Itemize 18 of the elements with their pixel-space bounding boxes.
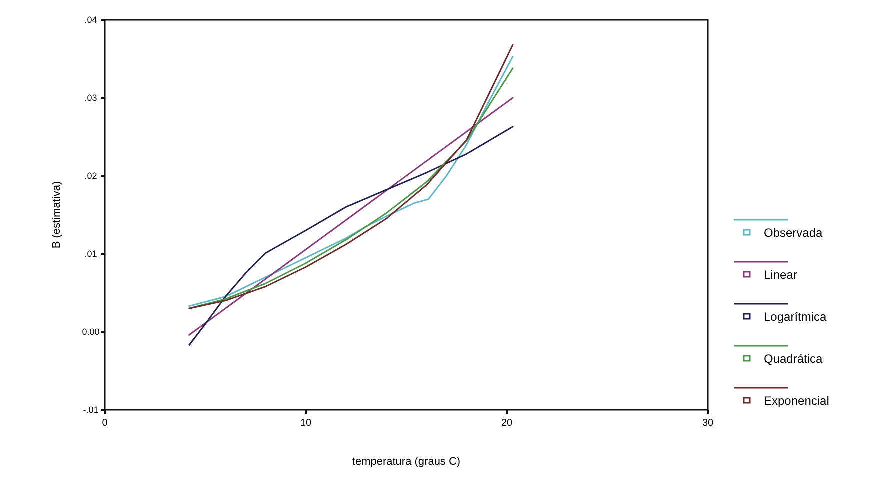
y-tick-label: .01 [84, 249, 98, 260]
y-tick-label: -.01 [83, 405, 99, 416]
y-axis-title: B (estimativa) [51, 181, 63, 249]
x-tick-label: 10 [300, 418, 312, 429]
legend-label: Linear [764, 268, 798, 282]
y-tick-label: 0.00 [82, 327, 100, 338]
line-series [188, 126, 514, 346]
legend-label: Observada [764, 226, 824, 240]
legend-label: Exponencial [764, 394, 830, 408]
y-tick-label: .02 [84, 171, 98, 182]
y-tick-label: .04 [84, 15, 98, 26]
legend-label: Quadrática [764, 352, 824, 366]
x-tick-label: 30 [702, 418, 714, 429]
x-axis-title: temperatura (graus C) [352, 456, 461, 468]
y-tick-label: .03 [84, 93, 98, 104]
x-tick-label: 0 [102, 418, 108, 429]
x-tick-label: 20 [501, 418, 513, 429]
legend-label: Logarítmica [764, 310, 828, 324]
